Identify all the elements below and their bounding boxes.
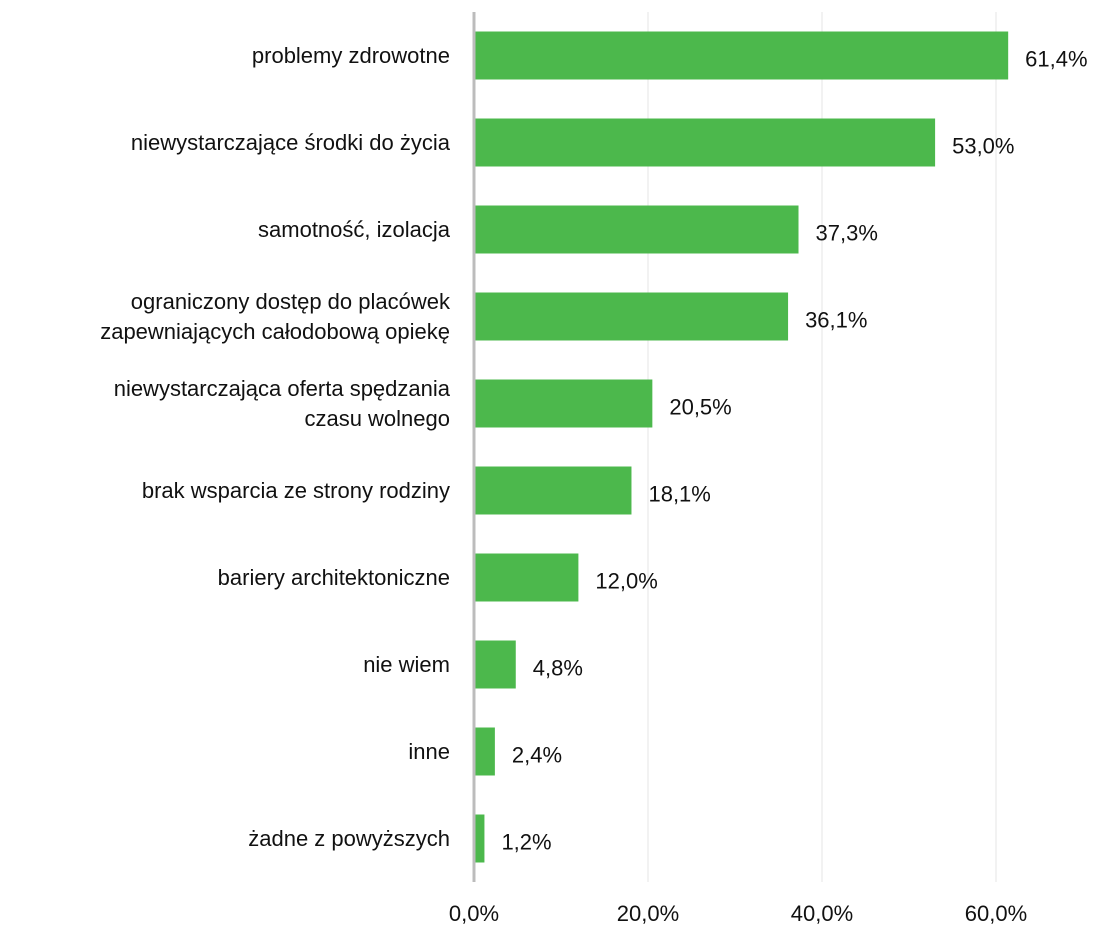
bar	[474, 379, 653, 428]
category-label: ograniczony dostęp do placówek zapewniaj…	[100, 288, 450, 344]
category-label: inne	[408, 738, 450, 764]
value-label: 36,1%	[805, 307, 867, 332]
category-label: problemy zdrowotne	[251, 42, 450, 68]
category-label: niewystarczające środki do życia	[130, 129, 450, 155]
value-label: 53,0%	[952, 133, 1014, 158]
value-label: 20,5%	[669, 394, 731, 419]
category-label: samotność, izolacja	[258, 216, 450, 242]
value-label: 61,4%	[1025, 46, 1087, 71]
value-label: 4,8%	[533, 655, 583, 680]
x-tick-label: 40,0%	[791, 901, 853, 926]
value-label: 1,2%	[501, 829, 551, 854]
x-tick-label: 0,0%	[449, 901, 499, 926]
bar	[474, 727, 495, 776]
bar	[474, 466, 632, 515]
category-label: nie wiem	[363, 651, 450, 677]
bar	[474, 814, 485, 863]
value-label: 18,1%	[648, 481, 710, 506]
category-label: brak wsparcia ze strony rodziny	[141, 477, 450, 503]
value-label: 12,0%	[595, 568, 657, 593]
x-tick-label: 60,0%	[965, 901, 1027, 926]
category-label: żadne z powyższych	[248, 825, 450, 851]
bar	[474, 118, 936, 167]
bar	[474, 205, 799, 254]
value-label: 2,4%	[512, 742, 562, 767]
bar	[474, 640, 516, 689]
bar	[474, 31, 1009, 80]
value-label: 37,3%	[816, 220, 878, 245]
category-label: niewystarczająca oferta spędzania czasu …	[113, 375, 450, 431]
x-tick-label: 20,0%	[617, 901, 679, 926]
bar	[474, 292, 789, 341]
bar	[474, 553, 579, 602]
category-label: bariery architektoniczne	[217, 564, 450, 590]
